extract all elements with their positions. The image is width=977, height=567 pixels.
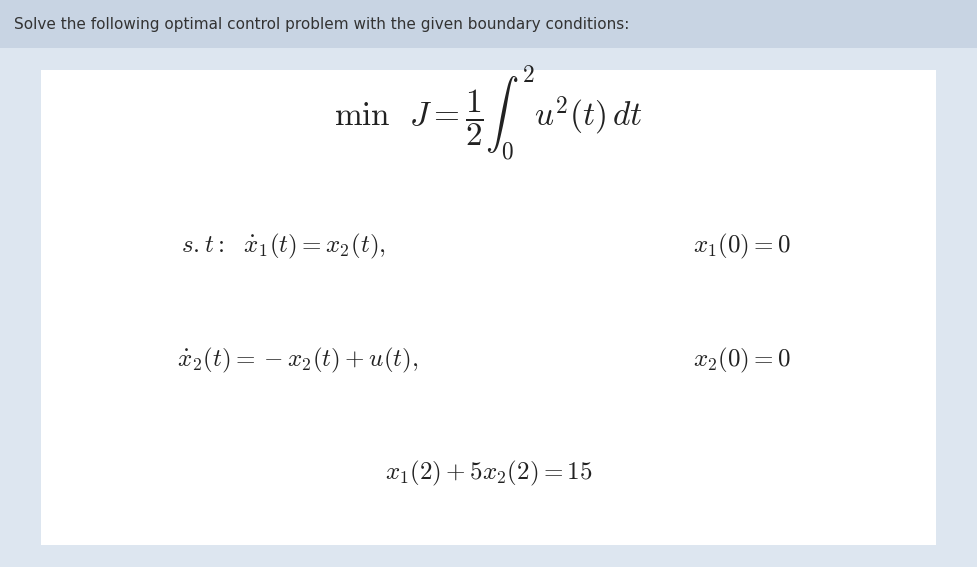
Text: $x_1(2) + 5x_2(2) = 15$: $x_1(2) + 5x_2(2) = 15$ bbox=[385, 459, 592, 488]
Text: $s.t : \ \ \dot{x}_1(t) = x_2(t),$: $s.t : \ \ \dot{x}_1(t) = x_2(t),$ bbox=[181, 232, 386, 261]
Text: Solve the following optimal control problem with the given boundary conditions:: Solve the following optimal control prob… bbox=[14, 16, 629, 32]
FancyBboxPatch shape bbox=[0, 0, 977, 48]
Text: $x_1(0) = 0$: $x_1(0) = 0$ bbox=[694, 232, 791, 261]
FancyBboxPatch shape bbox=[41, 70, 936, 545]
Text: $x_2(0) = 0$: $x_2(0) = 0$ bbox=[694, 345, 791, 375]
Text: $\mathrm{min} \ \ J = \dfrac{1}{2} \int_{0}^{2} u^{2}(t)\,dt$: $\mathrm{min} \ \ J = \dfrac{1}{2} \int_… bbox=[334, 64, 643, 163]
Text: $\dot{x}_2(t) = -x_2(t) + u(t),$: $\dot{x}_2(t) = -x_2(t) + u(t),$ bbox=[177, 345, 419, 375]
